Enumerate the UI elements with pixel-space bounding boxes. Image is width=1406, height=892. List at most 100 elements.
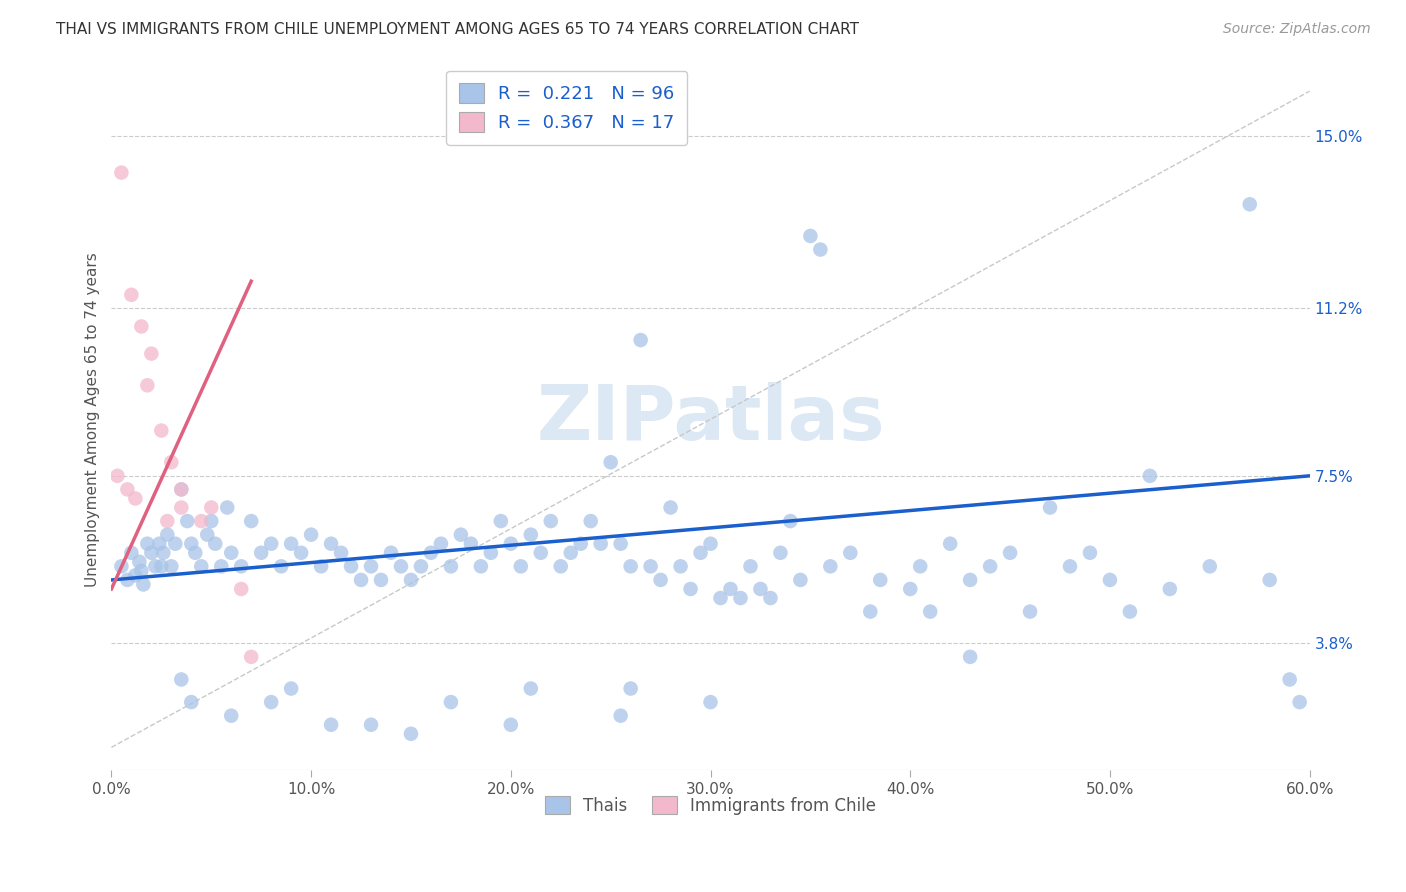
- Point: [152, 546, 174, 560]
- Point: [609, 708, 631, 723]
- Point: [789, 573, 811, 587]
- Point: [1019, 605, 1042, 619]
- Point: [959, 573, 981, 587]
- Point: [204, 537, 226, 551]
- Point: [290, 546, 312, 560]
- Point: [200, 514, 222, 528]
- Point: [399, 727, 422, 741]
- Point: [540, 514, 562, 528]
- Point: [659, 500, 682, 515]
- Point: [799, 229, 821, 244]
- Point: [859, 605, 882, 619]
- Point: [195, 527, 218, 541]
- Point: [820, 559, 842, 574]
- Point: [998, 546, 1021, 560]
- Point: [160, 455, 183, 469]
- Point: [250, 546, 273, 560]
- Point: [156, 527, 179, 541]
- Point: [1198, 559, 1220, 574]
- Point: [156, 514, 179, 528]
- Point: [319, 537, 342, 551]
- Point: [170, 483, 193, 497]
- Point: [124, 491, 146, 506]
- Point: [740, 559, 762, 574]
- Point: [1119, 605, 1142, 619]
- Point: [620, 681, 643, 696]
- Point: [110, 166, 132, 180]
- Point: [150, 424, 173, 438]
- Point: [709, 591, 731, 605]
- Point: [141, 346, 163, 360]
- Point: [959, 649, 981, 664]
- Legend: Thais, Immigrants from Chile: Thais, Immigrants from Chile: [534, 786, 887, 825]
- Point: [309, 559, 332, 574]
- Point: [370, 573, 392, 587]
- Point: [630, 333, 652, 347]
- Point: [184, 546, 207, 560]
- Point: [170, 673, 193, 687]
- Point: [350, 573, 373, 587]
- Point: [360, 717, 382, 731]
- Text: Source: ZipAtlas.com: Source: ZipAtlas.com: [1223, 22, 1371, 37]
- Point: [280, 537, 302, 551]
- Point: [143, 559, 166, 574]
- Point: [148, 537, 170, 551]
- Point: [689, 546, 711, 560]
- Point: [779, 514, 801, 528]
- Point: [1278, 673, 1301, 687]
- Point: [470, 559, 492, 574]
- Point: [240, 514, 263, 528]
- Point: [409, 559, 432, 574]
- Point: [260, 695, 283, 709]
- Point: [170, 483, 193, 497]
- Point: [380, 546, 402, 560]
- Point: [270, 559, 292, 574]
- Point: [200, 500, 222, 515]
- Point: [720, 582, 742, 596]
- Point: [107, 468, 129, 483]
- Point: [560, 546, 582, 560]
- Point: [124, 568, 146, 582]
- Point: [330, 546, 353, 560]
- Point: [319, 717, 342, 731]
- Point: [219, 546, 242, 560]
- Y-axis label: Unemployment Among Ages 65 to 74 years: Unemployment Among Ages 65 to 74 years: [86, 252, 100, 587]
- Point: [499, 717, 522, 731]
- Point: [299, 527, 322, 541]
- Point: [699, 537, 721, 551]
- Point: [640, 559, 662, 574]
- Point: [128, 555, 150, 569]
- Point: [190, 559, 212, 574]
- Point: [589, 537, 612, 551]
- Point: [520, 527, 543, 541]
- Point: [340, 559, 363, 574]
- Point: [1059, 559, 1081, 574]
- Point: [260, 537, 283, 551]
- Point: [132, 577, 155, 591]
- Point: [609, 537, 631, 551]
- Point: [389, 559, 412, 574]
- Point: [479, 546, 502, 560]
- Point: [730, 591, 752, 605]
- Point: [679, 582, 702, 596]
- Point: [209, 559, 232, 574]
- Point: [399, 573, 422, 587]
- Point: [110, 559, 132, 574]
- Point: [150, 559, 173, 574]
- Point: [1078, 546, 1101, 560]
- Point: [440, 559, 463, 574]
- Point: [136, 537, 159, 551]
- Point: [1139, 468, 1161, 483]
- Point: [839, 546, 862, 560]
- Point: [180, 695, 202, 709]
- Point: [939, 537, 962, 551]
- Point: [117, 483, 139, 497]
- Point: [769, 546, 792, 560]
- Point: [120, 546, 142, 560]
- Point: [1159, 582, 1181, 596]
- Point: [1039, 500, 1062, 515]
- Point: [240, 649, 263, 664]
- Point: [1098, 573, 1121, 587]
- Text: THAI VS IMMIGRANTS FROM CHILE UNEMPLOYMENT AMONG AGES 65 TO 74 YEARS CORRELATION: THAI VS IMMIGRANTS FROM CHILE UNEMPLOYME…: [56, 22, 859, 37]
- Point: [180, 537, 202, 551]
